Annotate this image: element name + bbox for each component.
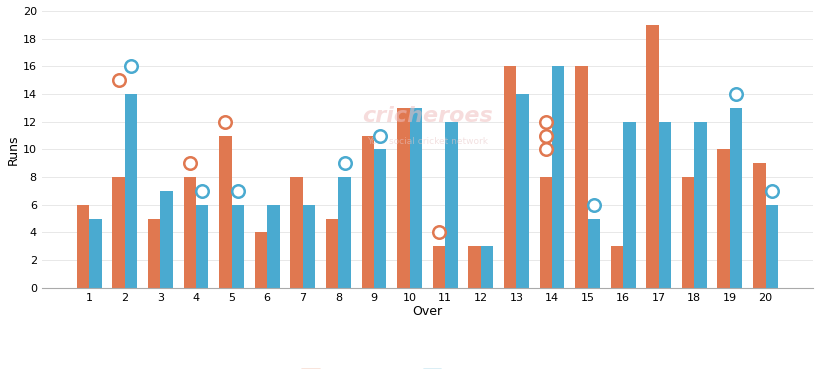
Bar (574, 66, 587, 288)
Bar (196, 205, 208, 288)
Bar (267, 205, 279, 288)
Bar (77, 205, 89, 288)
Bar (325, 218, 338, 288)
Bar (587, 218, 600, 288)
Bar (468, 246, 480, 288)
Bar (161, 191, 173, 288)
Bar (302, 205, 314, 288)
Bar (622, 122, 635, 288)
X-axis label: Over: Over (412, 306, 442, 318)
Bar (89, 218, 102, 288)
Bar (480, 246, 493, 288)
Bar (539, 177, 551, 288)
Bar (231, 205, 244, 288)
Text: cricheroes: cricheroes (361, 106, 492, 126)
Y-axis label: Runs: Runs (7, 134, 20, 165)
Bar (717, 149, 729, 288)
Text: Your social cricket network: Your social cricket network (366, 137, 487, 146)
Bar (373, 149, 386, 288)
Bar (681, 177, 694, 288)
Bar (255, 232, 267, 288)
Bar (658, 122, 671, 288)
Bar (396, 108, 409, 288)
Bar (409, 108, 422, 288)
Bar (219, 135, 231, 288)
Bar (694, 122, 706, 288)
Bar (516, 94, 528, 288)
Bar (361, 135, 373, 288)
Bar (551, 66, 563, 288)
Bar (752, 163, 765, 288)
Bar (112, 177, 124, 288)
Bar (432, 246, 445, 288)
Bar (765, 205, 777, 288)
Bar (610, 246, 622, 288)
Bar (445, 122, 457, 288)
Bar (729, 108, 741, 288)
Bar (124, 94, 137, 288)
Bar (183, 177, 196, 288)
Bar (290, 177, 302, 288)
Legend: CAB Manipur, CAB Chattisgarh: CAB Manipur, CAB Chattisgarh (296, 364, 559, 369)
Bar (504, 66, 516, 288)
Bar (645, 25, 658, 288)
Bar (147, 218, 161, 288)
Bar (338, 177, 351, 288)
